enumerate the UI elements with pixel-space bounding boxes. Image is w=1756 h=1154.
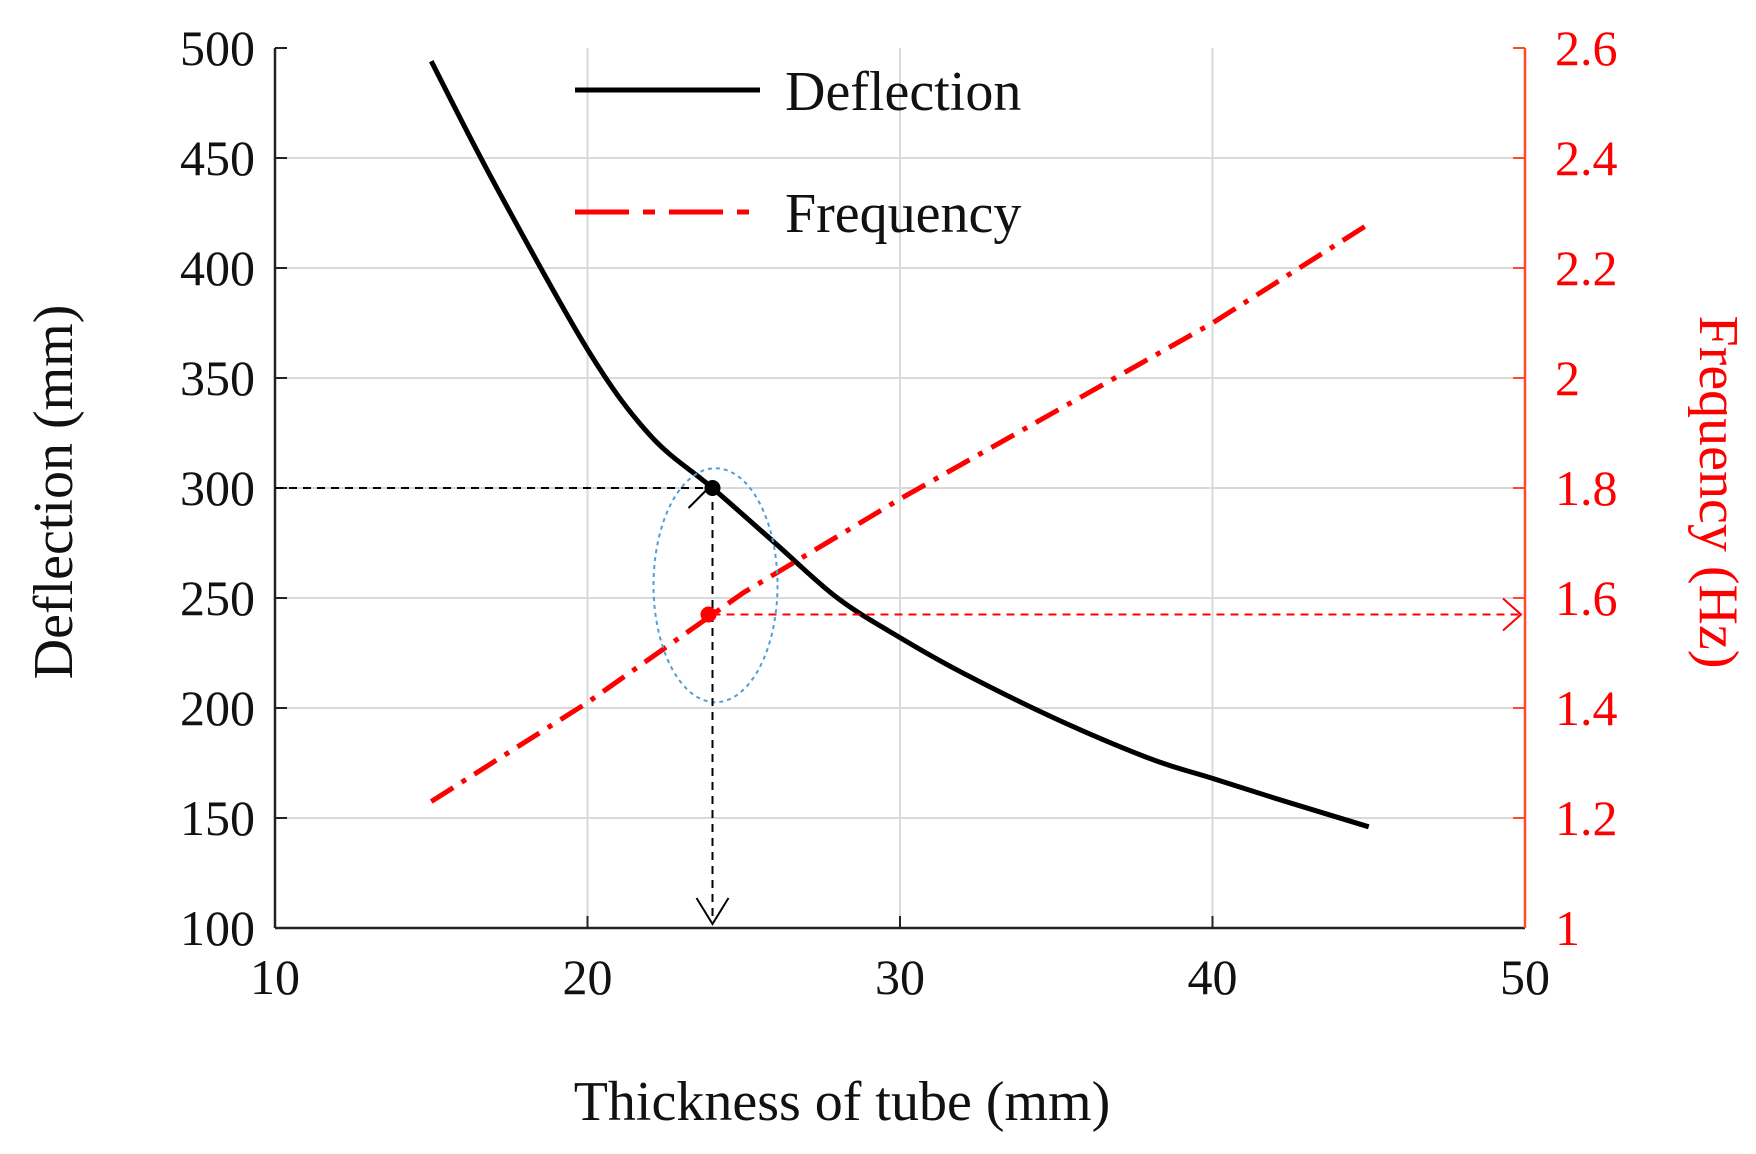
y-right-tick-label: 2.6: [1555, 20, 1618, 76]
annotations: [275, 467, 1523, 926]
y-right-tick-label: 1.4: [1555, 680, 1618, 736]
y-right-tick-label: 2.2: [1555, 240, 1618, 296]
frequency-guide-arrowhead: [1502, 597, 1523, 632]
y-left-tick-label: 300: [180, 460, 255, 516]
y-right-tick-label: 1: [1555, 900, 1580, 956]
highlight-ellipse: [652, 467, 779, 704]
frequency-marker: [700, 606, 717, 623]
deflection-marker: [704, 480, 721, 496]
legend-label-frequency: Frequency: [785, 183, 1021, 245]
plot-area: [429, 60, 1371, 830]
x-tick-label: 50: [1500, 949, 1550, 1005]
series-deflection-line: [429, 60, 1370, 830]
deflection-guide-arrowhead: [687, 487, 710, 509]
y-left-tick-label: 200: [180, 680, 255, 736]
y-left-tick-label: 250: [180, 570, 255, 626]
x-tick-label: 40: [1188, 949, 1238, 1005]
x-tick-label: 10: [250, 949, 300, 1005]
y-right-tick-label: 1.6: [1555, 570, 1618, 626]
y-left-tick-label: 500: [180, 20, 255, 76]
y-right-tick-label: 2.4: [1555, 130, 1618, 186]
y-left-tick-label: 100: [180, 900, 255, 956]
y-right-axis-title: Frequency (Hz): [1687, 316, 1749, 669]
thickness-guide-arrowhead: [695, 897, 730, 926]
y-left-tick-label: 450: [180, 130, 255, 186]
grid: [275, 48, 1525, 928]
axis-titles: Thickness of tube (mm) Deflection (mm) F…: [23, 305, 1749, 1133]
y-right-tick-label: 1.2: [1555, 790, 1618, 846]
tick-labels: 10 20 30 40 50 100 150 200 250 300 350 400 450 500 1 1.…: [180, 20, 1618, 1005]
x-tick-label: 30: [875, 949, 925, 1005]
y-left-axis-title: Deflection (mm): [23, 305, 85, 680]
y-right-tick-label: 1.8: [1555, 460, 1618, 516]
x-tick-label: 20: [563, 949, 613, 1005]
y-left-tick-label: 150: [180, 790, 255, 846]
y-left-tick-label: 400: [180, 240, 255, 296]
legend: Deflection Frequency: [575, 61, 1021, 245]
legend-label-deflection: Deflection: [785, 61, 1021, 123]
y-left-tick-label: 350: [180, 350, 255, 406]
y-right-tick-label: 2: [1555, 350, 1580, 406]
x-axis-title: Thickness of tube (mm): [574, 1071, 1111, 1133]
